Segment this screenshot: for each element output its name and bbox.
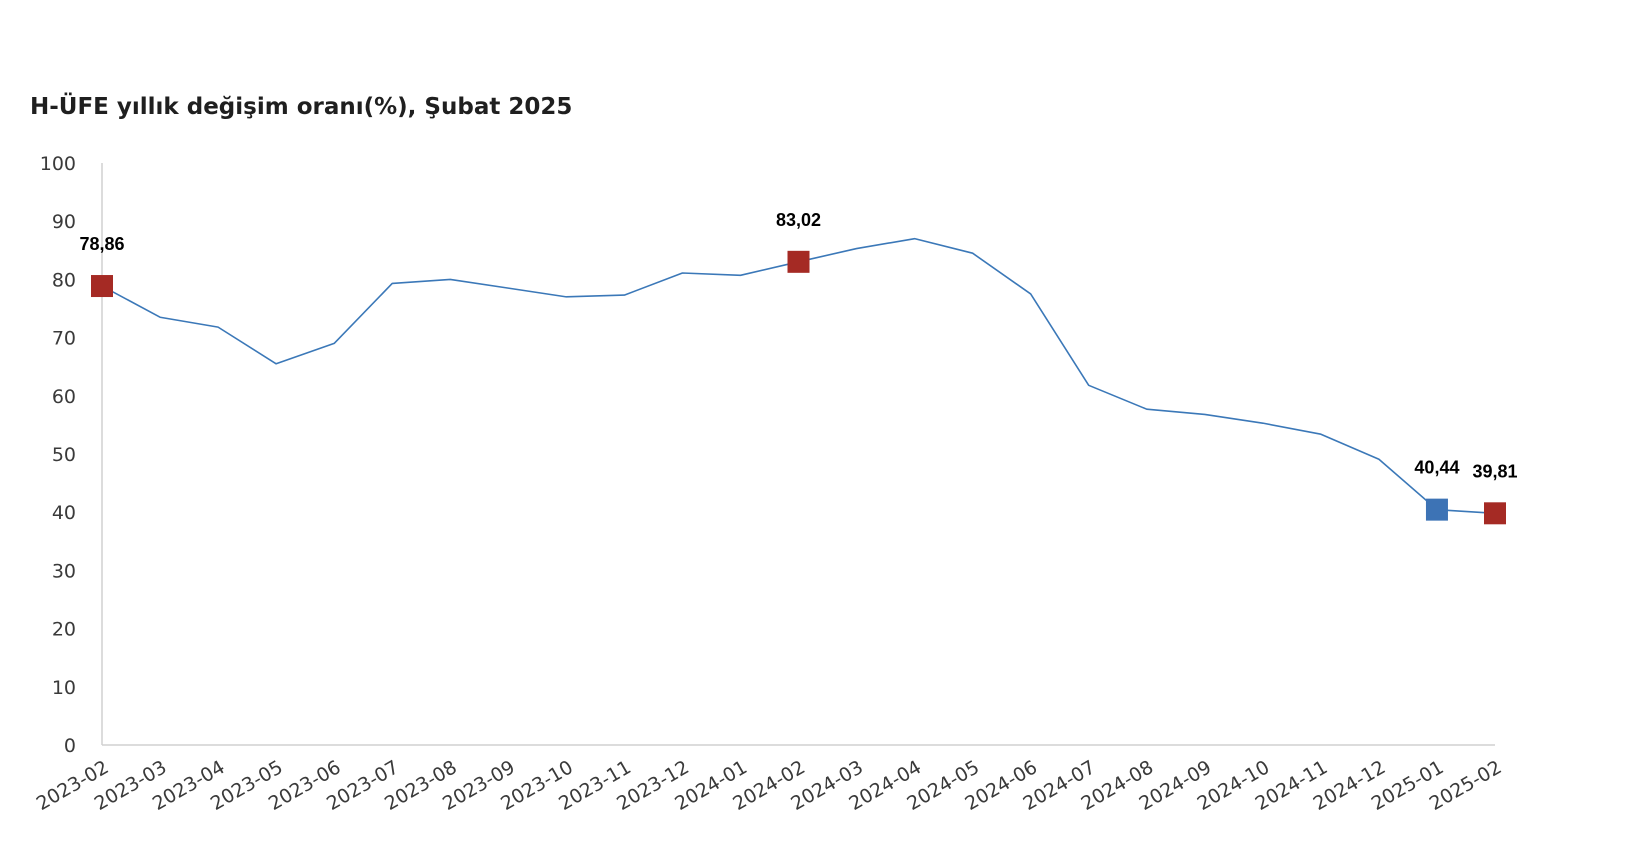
- y-tick-label: 100: [40, 153, 76, 175]
- y-tick-label: 10: [52, 677, 76, 699]
- series-layer: [101, 237, 1496, 515]
- data-label: 39,81: [1472, 461, 1517, 481]
- highlight-marker: [787, 250, 810, 273]
- data-label: 83,02: [776, 210, 821, 230]
- highlight-marker: [1484, 502, 1506, 525]
- x-axis-ticks: 2023-022023-032023-042023-052023-062023-…: [33, 756, 1506, 815]
- chart-title: H-ÜFE yıllık değişim oranı(%), Şubat 202…: [30, 94, 573, 120]
- data-label-layer: 78,86 83,02 40,44 39,81: [79, 210, 1517, 481]
- highlight-marker: [91, 275, 113, 298]
- y-tick-label: 40: [52, 502, 76, 524]
- y-tick-label: 90: [52, 211, 76, 233]
- y-axis-ticks: 0 10 20 30 40 50 60 70 80 90 100: [40, 153, 76, 757]
- y-tick-label: 60: [52, 386, 76, 408]
- y-tick-label: 0: [64, 735, 76, 757]
- series-line: [101, 237, 1496, 515]
- highlight-marker: [1425, 498, 1448, 521]
- data-label: 78,86: [79, 234, 124, 254]
- y-tick-label: 50: [52, 444, 76, 466]
- marker-layer: [91, 250, 1506, 525]
- y-tick-label: 70: [52, 328, 76, 350]
- y-tick-label: 80: [52, 269, 76, 291]
- y-tick-label: 20: [52, 619, 76, 641]
- y-tick-label: 30: [52, 560, 76, 582]
- data-label: 40,44: [1414, 458, 1459, 478]
